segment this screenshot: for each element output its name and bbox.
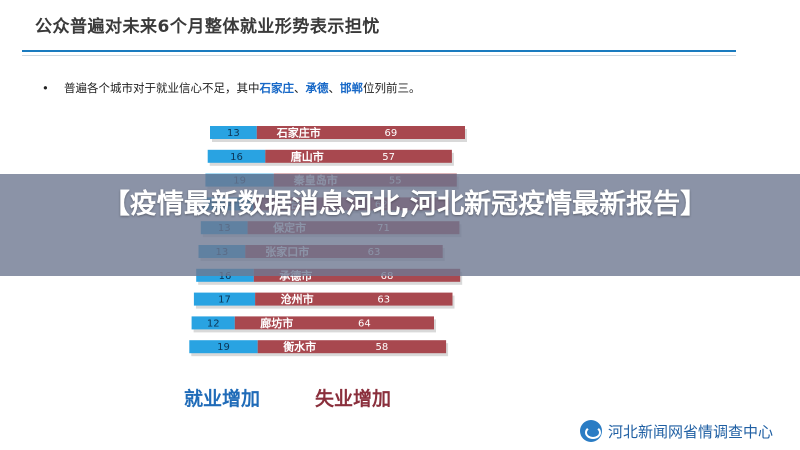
city-label: 唐山市 [291,149,324,163]
legend-unemploy-label: 失业增加 [315,388,392,410]
headline-overlay-text: 【疫情最新数据消息河北,河北新冠疫情最新报告】 [102,189,708,220]
bullet-separator-2: 、 [328,81,341,95]
bullet-prefix: 普遍各个城市对于就业信心不足，其中 [64,81,260,95]
employ-value-label: 16 [230,152,243,163]
city-label: 衡水市 [283,340,316,354]
unemploy-bar [255,292,453,306]
employ-bar [210,126,257,139]
unemploy-value-label: 58 [376,342,389,353]
title-divider [22,50,736,52]
unemploy-value-label: 69 [385,128,398,139]
city-label: 石家庄市 [276,126,321,140]
employ-value-label: 12 [207,318,220,329]
highlight-city-1: 石家庄 [259,81,295,95]
bullet-suffix: 位列前三。 [363,81,421,95]
employ-bar [191,316,235,330]
unemploy-bar [265,149,452,163]
bullet-separator-1: 、 [294,81,306,95]
unemploy-value-label: 57 [382,152,395,163]
unemploy-bar [256,126,465,139]
unemploy-bar [257,340,447,354]
employ-value-label: 17 [218,295,231,306]
employ-bar [207,149,266,163]
highlight-city-2: 承德 [305,81,329,95]
city-label: 廊坊市 [260,316,293,330]
employ-bar [193,292,256,306]
headline-overlay-band [0,174,800,276]
employ-value-label: 16 [219,271,232,282]
unemploy-value-label: 64 [358,318,371,329]
employ-bar [189,340,258,354]
bullet-text: • 普遍各个城市对于就业信心不足，其中石家庄、承德、邯郸位列前三。 [42,80,421,96]
unemploy-value-label: 68 [381,271,394,282]
unemploy-bar [234,316,434,330]
brand-name: 河北新闻网省情调查中心 [608,422,774,441]
brand-watermark: 河北新闻网省情调查中心 [580,420,773,442]
title-divider-thin [22,55,736,56]
legend-employ-label: 就业增加 [184,388,261,410]
unemploy-value-label: 63 [377,295,390,306]
employ-value-label: 13 [227,128,240,139]
highlight-city-3: 邯郸 [340,81,363,95]
employ-value-label: 19 [217,342,230,353]
slide-title: 公众普遍对未来6个月整体就业形势表示担忧 [35,17,380,37]
brand-logo-icon [580,420,602,442]
bullet-marker: • [42,81,49,95]
city-label: 沧州市 [281,292,314,306]
